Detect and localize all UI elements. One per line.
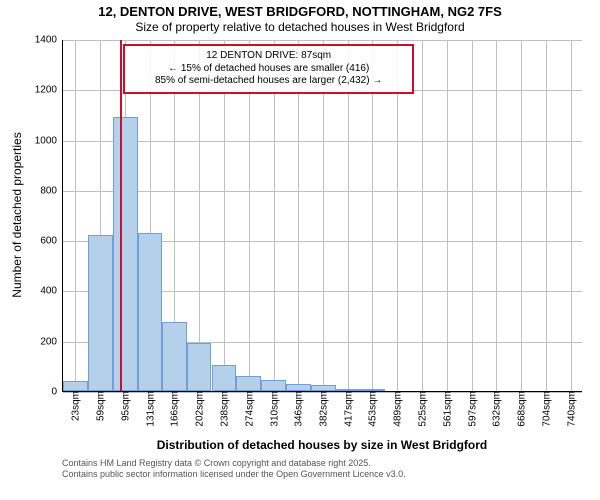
histogram-bar [88, 235, 113, 391]
gridline-vertical [521, 40, 522, 391]
xtick-label: 561sqm [440, 391, 453, 427]
annotation-line: 85% of semi-detached houses are larger (… [129, 75, 408, 88]
histogram-bar [311, 385, 336, 391]
ytick-label: 1400 [35, 35, 63, 46]
xtick-label: 453sqm [366, 391, 379, 427]
gridline-vertical [472, 40, 473, 391]
chart-title-main: 12, DENTON DRIVE, WEST BRIDGFORD, NOTTIN… [0, 4, 600, 19]
gridline-vertical [571, 40, 572, 391]
xtick-label: 489sqm [391, 391, 404, 427]
property-marker-line [120, 40, 122, 391]
histogram-bar [335, 389, 360, 391]
histogram-bar [113, 117, 138, 391]
xtick-label: 238sqm [217, 391, 230, 427]
footer-line: Contains public sector information licen… [62, 469, 406, 480]
xtick-label: 382sqm [317, 391, 330, 427]
ytick-label: 1200 [35, 85, 63, 96]
xtick-label: 95sqm [119, 391, 132, 421]
xtick-label: 525sqm [416, 391, 429, 427]
x-axis-title: Distribution of detached houses by size … [62, 438, 582, 452]
ytick-label: 200 [40, 336, 63, 347]
xtick-label: 310sqm [267, 391, 280, 427]
xtick-label: 704sqm [539, 391, 552, 427]
ytick-label: 0 [51, 387, 63, 398]
ytick-label: 800 [40, 185, 63, 196]
xtick-label: 23sqm [69, 391, 82, 421]
annotation-line: 12 DENTON DRIVE: 87sqm [129, 50, 408, 63]
gridline-vertical [422, 40, 423, 391]
xtick-label: 632sqm [489, 391, 502, 427]
histogram-bar [261, 380, 286, 391]
plot-region: 020040060080010001200140023sqm59sqm95sqm… [62, 40, 582, 392]
xtick-label: 740sqm [564, 391, 577, 427]
ytick-label: 1000 [35, 135, 63, 146]
chart-title-sub: Size of property relative to detached ho… [0, 20, 600, 34]
xtick-label: 202sqm [193, 391, 206, 427]
footer-attribution: Contains HM Land Registry data © Crown c… [62, 458, 406, 480]
histogram-bar [187, 343, 212, 391]
xtick-label: 668sqm [514, 391, 527, 427]
ytick-label: 600 [40, 236, 63, 247]
gridline-vertical [447, 40, 448, 391]
footer-line: Contains HM Land Registry data © Crown c… [62, 458, 406, 469]
xtick-label: 346sqm [292, 391, 305, 427]
xtick-label: 59sqm [94, 391, 107, 421]
xtick-label: 166sqm [168, 391, 181, 427]
xtick-label: 274sqm [242, 391, 255, 427]
xtick-label: 417sqm [341, 391, 354, 427]
annotation-line: ← 15% of detached houses are smaller (41… [129, 63, 408, 76]
xtick-label: 131sqm [144, 391, 157, 427]
gridline-vertical [496, 40, 497, 391]
histogram-bar [286, 384, 311, 391]
xtick-label: 597sqm [465, 391, 478, 427]
histogram-bar [236, 376, 261, 391]
histogram-bar [360, 389, 385, 391]
histogram-bar [63, 381, 88, 391]
y-axis-title: Number of detached properties [10, 115, 24, 315]
gridline-vertical [546, 40, 547, 391]
annotation-box: 12 DENTON DRIVE: 87sqm← 15% of detached … [123, 44, 414, 94]
histogram-bar [212, 365, 237, 391]
gridline-vertical [75, 40, 76, 391]
ytick-label: 400 [40, 286, 63, 297]
histogram-bar [138, 233, 163, 391]
histogram-bar [162, 322, 187, 391]
